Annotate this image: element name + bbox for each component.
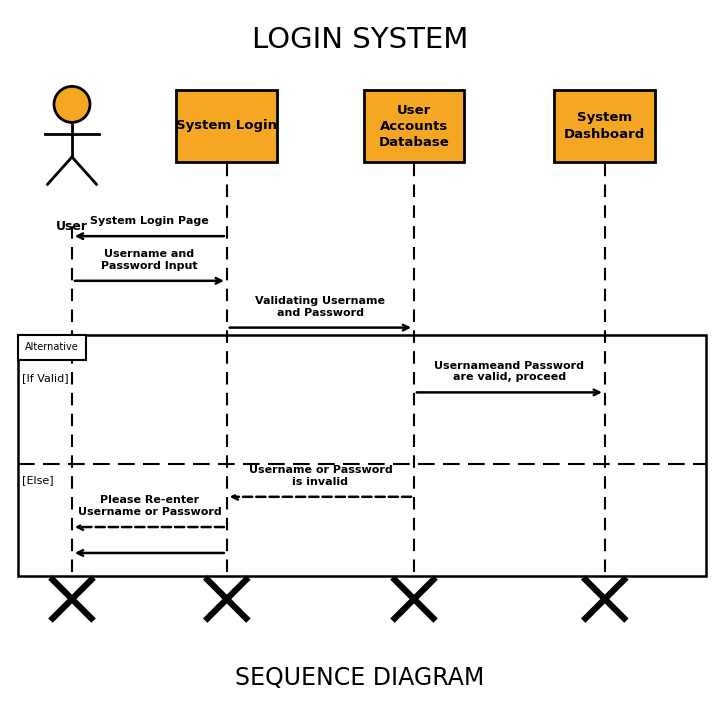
Text: Username and
Password Input: Username and Password Input bbox=[101, 249, 198, 271]
Text: System
Dashboard: System Dashboard bbox=[564, 112, 645, 140]
Text: Validating Username
and Password: Validating Username and Password bbox=[256, 296, 385, 318]
Circle shape bbox=[54, 86, 90, 122]
Text: Username or Password
is invalid: Username or Password is invalid bbox=[248, 465, 392, 487]
Text: Usernameand Password
are valid, proceed: Usernameand Password are valid, proceed bbox=[434, 361, 585, 382]
FancyBboxPatch shape bbox=[176, 90, 277, 162]
Text: User
Accounts
Database: User Accounts Database bbox=[379, 104, 449, 148]
Text: Please Re-enter
Username or Password: Please Re-enter Username or Password bbox=[78, 495, 221, 517]
Text: SEQUENCE DIAGRAM: SEQUENCE DIAGRAM bbox=[235, 666, 485, 690]
FancyBboxPatch shape bbox=[364, 90, 464, 162]
Text: LOGIN SYSTEM: LOGIN SYSTEM bbox=[252, 26, 468, 53]
Text: System Login: System Login bbox=[176, 120, 277, 132]
Text: Alternative: Alternative bbox=[25, 343, 79, 352]
FancyBboxPatch shape bbox=[18, 335, 86, 360]
FancyBboxPatch shape bbox=[554, 90, 655, 162]
Text: [If Valid]: [If Valid] bbox=[22, 373, 68, 383]
Text: User: User bbox=[56, 220, 88, 233]
Text: System Login Page: System Login Page bbox=[90, 216, 209, 226]
Text: [Else]: [Else] bbox=[22, 475, 53, 485]
